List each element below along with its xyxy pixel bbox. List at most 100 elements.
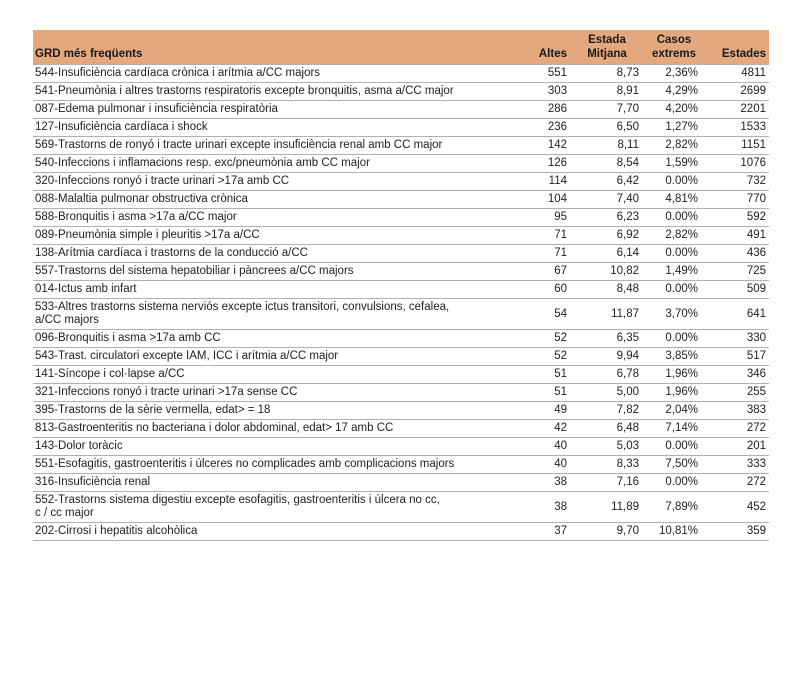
altes-cell: 60 <box>509 280 571 299</box>
estada-mitjana-cell: 8,48 <box>571 280 643 299</box>
column-header-estada-mitjana-label: Estada Mitjana <box>587 34 627 60</box>
casos-extrems-cell: 1,49% <box>643 262 705 281</box>
estades-cell: 2699 <box>705 82 769 101</box>
table-row: 551-Esofagitis, gastroenteritis i úlcere… <box>33 455 769 474</box>
estades-cell: 330 <box>705 329 769 348</box>
estada-mitjana-cell: 10,82 <box>571 262 643 281</box>
estada-mitjana-cell: 11,89 <box>571 491 643 523</box>
table-row: 588-Bronquitis i asma >17a a/CC major 95 6… <box>33 208 769 227</box>
estades-cell: 383 <box>705 401 769 420</box>
grd-cell: 533-Altres trastorns sistema nerviós exc… <box>33 298 509 330</box>
grd-cell: 316-Insuficiència renal <box>33 473 509 492</box>
grd-cell: 014-Ictus amb infart <box>33 280 509 299</box>
casos-extrems-cell: 3,70% <box>643 298 705 330</box>
estades-cell: 2201 <box>705 100 769 119</box>
table-row: 127-Insuficiència cardíaca i shock 236 6,5… <box>33 118 769 137</box>
grd-cell: 321-Infeccions ronyó i tracte urinari >1… <box>33 383 509 402</box>
estades-cell: 346 <box>705 365 769 384</box>
altes-cell: 42 <box>509 419 571 438</box>
table-row: 395-Trastorns de la sèrie vermella, edat… <box>33 401 769 420</box>
estades-cell: 491 <box>705 226 769 245</box>
estada-mitjana-cell: 8,73 <box>571 64 643 83</box>
grd-report: GRD més freqüents Altes Estada Mitjana C… <box>33 30 769 541</box>
altes-cell: 126 <box>509 154 571 173</box>
altes-cell: 142 <box>509 136 571 155</box>
table-row: 569-Trastorns de ronyó i tracte urinari … <box>33 136 769 155</box>
casos-extrems-cell: 0.00% <box>643 473 705 492</box>
grd-cell: 557-Trastorns del sistema hepatobiliar i… <box>33 262 509 281</box>
casos-extrems-cell: 0.00% <box>643 329 705 348</box>
estada-mitjana-cell: 9,70 <box>571 522 643 541</box>
grd-cell: 395-Trastorns de la sèrie vermella, edat… <box>33 401 509 420</box>
estades-cell: 452 <box>705 491 769 523</box>
altes-cell: 40 <box>509 455 571 474</box>
table-body: 544-Insuficiència cardíaca crònica i arí… <box>33 64 769 541</box>
estades-cell: 436 <box>705 244 769 263</box>
casos-extrems-cell: 4,29% <box>643 82 705 101</box>
grd-cell: 551-Esofagitis, gastroenteritis i úlcere… <box>33 455 509 474</box>
estada-mitjana-cell: 7,70 <box>571 100 643 119</box>
table-row: 533-Altres trastorns sistema nerviós exc… <box>33 298 769 330</box>
table-header: GRD més freqüents Altes Estada Mitjana C… <box>33 30 769 65</box>
casos-extrems-cell: 1,96% <box>643 383 705 402</box>
altes-cell: 71 <box>509 244 571 263</box>
estada-mitjana-cell: 6,78 <box>571 365 643 384</box>
estada-mitjana-cell: 6,14 <box>571 244 643 263</box>
estada-mitjana-cell: 6,48 <box>571 419 643 438</box>
estada-mitjana-cell: 8,11 <box>571 136 643 155</box>
table-row: 014-Ictus amb infart 60 8,48 0.00% 509 <box>33 280 769 299</box>
altes-cell: 67 <box>509 262 571 281</box>
altes-cell: 37 <box>509 522 571 541</box>
table-row: 813-Gastroenteritis no bacteriana i dolo… <box>33 419 769 438</box>
table-row: 557-Trastorns del sistema hepatobiliar i… <box>33 262 769 281</box>
estada-mitjana-cell: 5,00 <box>571 383 643 402</box>
estades-cell: 333 <box>705 455 769 474</box>
estades-cell: 592 <box>705 208 769 227</box>
estada-mitjana-cell: 7,16 <box>571 473 643 492</box>
grd-cell: 202-Cirrosi i hepatitis alcohòlica <box>33 522 509 541</box>
grd-cell: 087-Edema pulmonar i insuficiència respi… <box>33 100 509 119</box>
altes-cell: 303 <box>509 82 571 101</box>
casos-extrems-cell: 0.00% <box>643 172 705 191</box>
estada-mitjana-cell: 6,50 <box>571 118 643 137</box>
altes-cell: 54 <box>509 298 571 330</box>
casos-extrems-cell: 2,82% <box>643 136 705 155</box>
column-header-estades: Estades <box>705 30 769 65</box>
casos-extrems-cell: 0.00% <box>643 280 705 299</box>
table-row: 096-Bronquitis i asma >17a amb CC 52 6,35 0… <box>33 329 769 348</box>
estades-cell: 770 <box>705 190 769 209</box>
altes-cell: 38 <box>509 491 571 523</box>
casos-extrems-cell: 10,81% <box>643 522 705 541</box>
casos-extrems-cell: 2,04% <box>643 401 705 420</box>
estades-cell: 201 <box>705 437 769 456</box>
estada-mitjana-cell: 8,54 <box>571 154 643 173</box>
grd-cell: 088-Malaltia pulmonar obstructiva crònic… <box>33 190 509 209</box>
grd-cell: 320-Infeccions ronyó i tracte urinari >1… <box>33 172 509 191</box>
altes-cell: 49 <box>509 401 571 420</box>
altes-cell: 38 <box>509 473 571 492</box>
estada-mitjana-cell: 6,92 <box>571 226 643 245</box>
grd-cell: 541-Pneumònia i altres trastorns respira… <box>33 82 509 101</box>
grd-cell: 143-Dolor toràcic <box>33 437 509 456</box>
casos-extrems-cell: 1,59% <box>643 154 705 173</box>
column-header-altes: Altes <box>509 30 571 65</box>
casos-extrems-cell: 0.00% <box>643 208 705 227</box>
estades-cell: 4811 <box>705 64 769 83</box>
table-header-row: GRD més freqüents Altes Estada Mitjana C… <box>33 30 769 65</box>
grd-table: GRD més freqüents Altes Estada Mitjana C… <box>33 30 769 541</box>
grd-cell: 089-Pneumònia simple i pleuritis >17a a/… <box>33 226 509 245</box>
altes-cell: 114 <box>509 172 571 191</box>
casos-extrems-cell: 2,36% <box>643 64 705 83</box>
altes-cell: 104 <box>509 190 571 209</box>
altes-cell: 51 <box>509 383 571 402</box>
grd-cell: 569-Trastorns de ronyó i tracte urinari … <box>33 136 509 155</box>
estades-cell: 517 <box>705 347 769 366</box>
altes-cell: 52 <box>509 347 571 366</box>
estades-cell: 272 <box>705 473 769 492</box>
casos-extrems-cell: 4,81% <box>643 190 705 209</box>
casos-extrems-cell: 0.00% <box>643 437 705 456</box>
casos-extrems-cell: 0.00% <box>643 244 705 263</box>
grd-cell: 544-Insuficiència cardíaca crònica i arí… <box>33 64 509 83</box>
estades-cell: 732 <box>705 172 769 191</box>
altes-cell: 551 <box>509 64 571 83</box>
